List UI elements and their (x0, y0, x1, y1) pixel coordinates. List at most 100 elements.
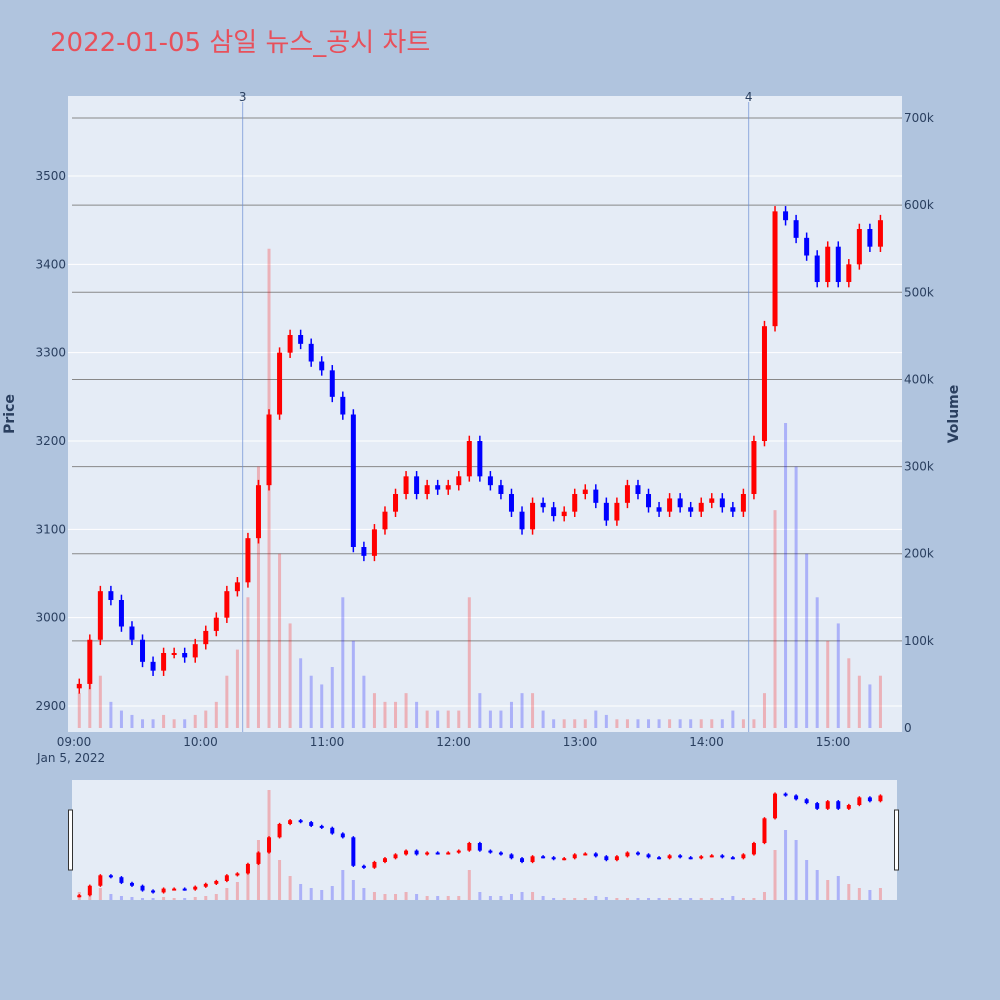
candle (709, 498, 715, 503)
mini-candle (256, 852, 261, 864)
candle (182, 653, 188, 658)
mini-volume-bar (689, 898, 693, 900)
volume-bar (878, 675, 882, 728)
volume-bar (235, 649, 239, 728)
mini-candle (330, 827, 335, 834)
volume-bar (130, 714, 134, 728)
volume-bar (98, 675, 102, 728)
candle (667, 498, 673, 512)
volume-bar (351, 640, 355, 728)
mini-candle (151, 890, 156, 893)
candle (519, 511, 525, 530)
mini-candle (878, 795, 883, 802)
mini-candle (678, 855, 683, 858)
mini-candle (382, 858, 387, 862)
range-slider-handle[interactable] (68, 809, 73, 871)
mini-volume-bar (636, 898, 640, 900)
volume-bar (119, 710, 123, 728)
mini-candle (520, 858, 525, 862)
mini-candle (625, 852, 630, 857)
mini-candle (541, 856, 546, 859)
candle (624, 485, 630, 503)
mini-candle (214, 881, 219, 884)
mini-volume-bar (647, 898, 651, 900)
mini-volume-bar (394, 894, 398, 900)
mini-volume-bar (531, 892, 535, 900)
mini-candle (773, 793, 778, 819)
volume-bar (204, 710, 208, 728)
candle (572, 494, 578, 512)
volume-bar (636, 719, 640, 728)
volume-tick-label: 100k (904, 634, 934, 648)
mini-candle (846, 805, 851, 809)
mini-volume-bar (457, 896, 461, 900)
range-slider-handle[interactable] (894, 809, 899, 871)
candle (171, 653, 177, 656)
candle (140, 639, 146, 662)
mini-volume-bar (214, 894, 218, 900)
mini-candle (340, 833, 345, 838)
mini-candle (235, 873, 240, 876)
mini-volume-bar (847, 884, 851, 900)
mini-candle (446, 852, 451, 855)
candle (551, 507, 557, 517)
candle (477, 441, 483, 477)
mini-candle (393, 854, 398, 859)
volume-bar (383, 701, 387, 728)
candle (308, 343, 314, 362)
volume-bar (552, 719, 556, 728)
volume-bar (699, 719, 703, 728)
candle (540, 502, 546, 508)
candle (498, 485, 504, 495)
mini-volume-bar (773, 850, 777, 900)
volume-bar (805, 553, 809, 728)
volume-bar (573, 719, 577, 728)
price-tick-label: 2900 (35, 699, 66, 713)
mini-candle (77, 895, 82, 898)
candle (487, 476, 493, 486)
volume-bar (741, 719, 745, 728)
candle (530, 502, 536, 530)
mini-candle (435, 852, 440, 855)
mini-candle (699, 856, 704, 859)
date-label: Jan 5, 2022 (36, 751, 105, 765)
mini-volume-bar (509, 894, 513, 900)
candle (298, 335, 304, 344)
candle (255, 485, 261, 539)
mini-volume-bar (330, 886, 334, 900)
candle (856, 229, 862, 265)
mini-volume-bar (204, 896, 208, 900)
mini-volume-bar (731, 896, 735, 900)
volume-bar (625, 719, 629, 728)
range-slider (72, 780, 897, 900)
mini-candle (414, 850, 419, 855)
mini-candle (193, 886, 198, 890)
mini-volume-bar (415, 894, 419, 900)
volume-bar (499, 710, 503, 728)
mini-candle (361, 865, 366, 868)
mini-candle (720, 855, 725, 858)
candle (846, 264, 852, 283)
mini-candle (688, 857, 693, 860)
mini-candle (867, 797, 872, 802)
mini-candle (425, 852, 430, 855)
mini-candle (161, 888, 166, 893)
candle (234, 582, 240, 592)
candle (329, 370, 335, 397)
mini-volume-bar (784, 830, 788, 900)
candle (730, 507, 736, 512)
mini-candle (288, 820, 293, 824)
plot-area (68, 96, 902, 732)
volume-bar (647, 719, 651, 728)
volume-bar (815, 597, 819, 728)
mini-volume-bar (467, 870, 471, 900)
mini-candle (583, 853, 588, 856)
candle (877, 220, 883, 247)
mini-candle (404, 850, 409, 855)
mini-candle (783, 793, 788, 796)
volume-bar (541, 710, 545, 728)
mini-candle (498, 852, 503, 855)
mini-volume-bar (119, 896, 123, 900)
mini-volume-bar (583, 898, 587, 900)
